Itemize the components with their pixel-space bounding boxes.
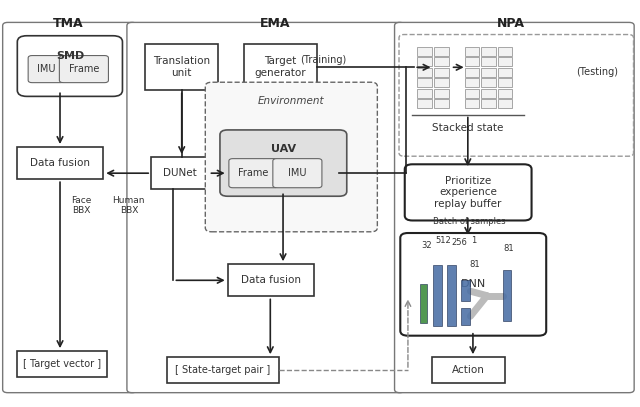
Text: SMD: SMD: [56, 51, 84, 61]
Text: 1: 1: [472, 236, 477, 245]
Text: EMA: EMA: [260, 17, 291, 30]
FancyBboxPatch shape: [151, 157, 209, 189]
Text: 512: 512: [435, 236, 451, 245]
Bar: [481, 78, 496, 87]
Text: Action: Action: [452, 365, 484, 375]
Bar: [465, 68, 479, 77]
Text: 81: 81: [503, 244, 514, 253]
Bar: [498, 68, 513, 77]
FancyBboxPatch shape: [60, 55, 108, 83]
Text: (Training): (Training): [300, 55, 346, 65]
Bar: [417, 89, 432, 98]
FancyBboxPatch shape: [431, 357, 505, 383]
FancyBboxPatch shape: [229, 159, 278, 188]
FancyBboxPatch shape: [220, 130, 347, 196]
Text: Stacked state: Stacked state: [433, 123, 504, 133]
Bar: [434, 47, 449, 55]
Bar: [481, 99, 496, 108]
Bar: [417, 57, 432, 66]
Text: 81: 81: [469, 260, 479, 269]
Text: Data fusion: Data fusion: [241, 275, 301, 285]
Text: Prioritize
experience
replay buffer: Prioritize experience replay buffer: [435, 176, 502, 209]
Bar: [434, 57, 449, 66]
Text: DUNet: DUNet: [163, 168, 196, 178]
FancyBboxPatch shape: [400, 233, 546, 336]
Bar: [503, 270, 511, 321]
Bar: [417, 68, 432, 77]
Text: (Testing): (Testing): [576, 67, 618, 77]
FancyBboxPatch shape: [28, 55, 65, 83]
Bar: [498, 47, 513, 55]
FancyBboxPatch shape: [17, 351, 106, 377]
FancyBboxPatch shape: [3, 22, 137, 393]
Bar: [417, 78, 432, 87]
Text: Target
generator: Target generator: [254, 56, 306, 78]
Bar: [465, 89, 479, 98]
Text: [ Target vector ]: [ Target vector ]: [23, 359, 101, 369]
Bar: [498, 99, 513, 108]
Bar: [434, 89, 449, 98]
Bar: [465, 47, 479, 55]
Text: IMU: IMU: [288, 168, 307, 178]
Text: [ State-target pair ]: [ State-target pair ]: [175, 365, 271, 375]
Bar: [465, 78, 479, 87]
Text: Batch of samples: Batch of samples: [433, 217, 506, 226]
FancyBboxPatch shape: [17, 147, 103, 179]
Bar: [434, 78, 449, 87]
Bar: [481, 89, 496, 98]
Text: Human
BBX: Human BBX: [113, 196, 145, 215]
FancyBboxPatch shape: [273, 159, 322, 188]
Bar: [465, 99, 479, 108]
Text: Translation
unit: Translation unit: [153, 56, 210, 78]
Bar: [498, 89, 513, 98]
Text: 256: 256: [451, 238, 467, 247]
Text: Frame: Frame: [238, 168, 269, 178]
FancyBboxPatch shape: [394, 22, 634, 393]
Text: NPA: NPA: [497, 17, 525, 30]
FancyBboxPatch shape: [228, 264, 314, 296]
Text: Environment: Environment: [258, 96, 324, 106]
Bar: [498, 78, 513, 87]
FancyBboxPatch shape: [17, 36, 122, 96]
Text: UAV: UAV: [271, 144, 296, 154]
Bar: [465, 57, 479, 66]
FancyBboxPatch shape: [145, 44, 218, 90]
Bar: [417, 47, 432, 55]
Text: Face
BBX: Face BBX: [71, 196, 92, 215]
FancyBboxPatch shape: [404, 164, 532, 221]
FancyBboxPatch shape: [127, 22, 404, 393]
Text: TMA: TMA: [53, 17, 84, 30]
Bar: [434, 99, 449, 108]
Bar: [481, 47, 496, 55]
Text: DNN: DNN: [461, 279, 486, 289]
Bar: [481, 68, 496, 77]
Bar: [461, 308, 470, 325]
Bar: [461, 280, 470, 301]
Bar: [481, 57, 496, 66]
Bar: [433, 265, 442, 326]
Bar: [498, 57, 513, 66]
Bar: [417, 99, 432, 108]
Bar: [420, 284, 427, 323]
Text: Frame: Frame: [68, 64, 99, 74]
Text: IMU: IMU: [37, 64, 56, 74]
Text: 32: 32: [421, 241, 432, 250]
Bar: [434, 68, 449, 77]
FancyBboxPatch shape: [244, 44, 317, 90]
FancyBboxPatch shape: [167, 357, 278, 383]
Text: Data fusion: Data fusion: [30, 158, 90, 168]
Bar: [447, 265, 456, 326]
FancyBboxPatch shape: [205, 82, 378, 232]
